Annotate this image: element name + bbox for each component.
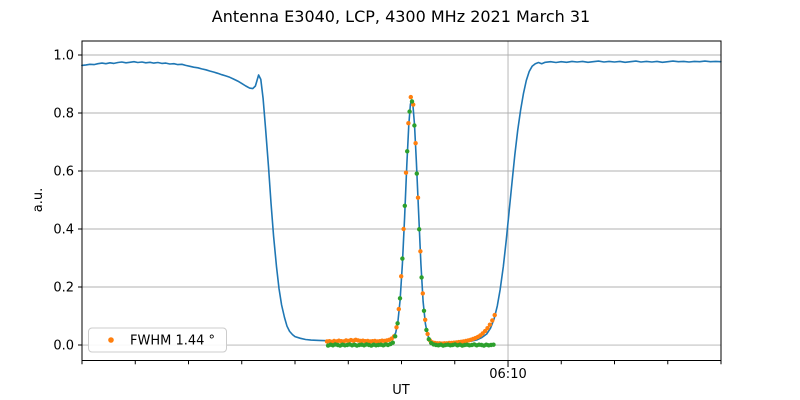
- legend: FWHM 1.44 °: [88, 327, 227, 353]
- fit-point: [417, 227, 422, 232]
- scan-point: [482, 328, 488, 334]
- fit-point: [414, 171, 419, 176]
- y-tick-label: 0.6: [53, 165, 74, 180]
- y-tick-label: 0.8: [53, 107, 74, 122]
- series-layer: [81, 60, 722, 348]
- fit-point: [400, 256, 405, 261]
- x-axis-label: UT: [392, 383, 410, 398]
- scan-point: [394, 325, 399, 330]
- fit-point: [397, 296, 403, 301]
- x-major-tick-label: 06:10: [489, 367, 526, 382]
- scan-point: [423, 317, 428, 322]
- fit-point: [390, 340, 395, 345]
- fit-point: [407, 109, 412, 114]
- scan-point: [425, 331, 430, 337]
- fit-point: [393, 334, 398, 339]
- tick-layer: 0.0 0.2 0.4 0.6 0.8 1.0: [53, 49, 722, 367]
- fit-point: [409, 99, 415, 104]
- chart-title: Antenna E3040, LCP, 4300 MHz 2021 March …: [212, 7, 590, 26]
- grid-layer: [82, 41, 721, 361]
- scan-point: [399, 274, 404, 279]
- scan-point: [401, 226, 406, 232]
- fit-point: [395, 321, 400, 326]
- scan-point: [406, 121, 411, 126]
- scan-point: [396, 306, 401, 312]
- scan-point: [408, 94, 413, 100]
- fit-point: [491, 342, 496, 347]
- fit-point: [421, 308, 427, 313]
- y-tick-label: 0.0: [53, 339, 74, 354]
- scan-point: [420, 291, 425, 296]
- legend-label: FWHM 1.44 °: [130, 334, 215, 349]
- fit-point: [405, 149, 410, 154]
- y-tick-label: 1.0: [53, 49, 74, 64]
- scan-point: [403, 170, 409, 175]
- y-tick-label: 0.2: [53, 281, 74, 296]
- fit-point: [412, 123, 417, 128]
- scan-point: [413, 141, 418, 146]
- y-axis-label: a.u.: [31, 188, 46, 212]
- fit-point: [419, 275, 424, 280]
- scan-point: [487, 322, 493, 327]
- scan-point: [485, 326, 490, 331]
- scan-point: [490, 318, 495, 323]
- fit-point: [402, 203, 407, 208]
- fit-point: [424, 327, 429, 333]
- legend-box: [88, 327, 227, 353]
- axes-frame: [81, 40, 722, 361]
- axes-frame-layer: [81, 40, 722, 361]
- fit-point: [426, 337, 431, 342]
- y-tick-label: 0.4: [53, 223, 74, 238]
- scan-point: [418, 249, 423, 254]
- legend-marker-icon: [108, 337, 114, 343]
- scan-point: [492, 312, 497, 318]
- signal-line: [81, 60, 722, 344]
- scan-point: [415, 195, 421, 200]
